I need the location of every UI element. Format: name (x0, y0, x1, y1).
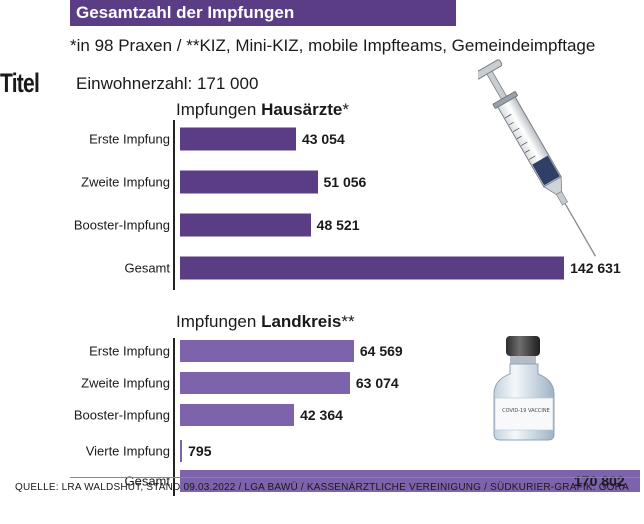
bar (180, 372, 350, 394)
category-label: Erste Impfung (89, 343, 170, 359)
syringe-icon (478, 59, 597, 257)
value-label: 142 631 (570, 260, 621, 276)
bar (180, 440, 183, 462)
bar (180, 256, 565, 280)
section-heading-bold: Hausärzte (261, 100, 343, 119)
value-label: 43 054 (301, 131, 345, 147)
section-heading-bold: Landkreis (261, 312, 342, 331)
value-label: 48 521 (316, 217, 360, 233)
value-label: 795 (188, 443, 212, 459)
side-tag: Titel (0, 68, 40, 98)
category-label: Vierte Impfung (85, 443, 170, 459)
bar (180, 340, 354, 362)
section-heading-suffix: * (342, 100, 349, 119)
section-heading-landkreis: Impfungen Landkreis** (176, 312, 355, 332)
category-label: Zweite Impfung (81, 174, 170, 190)
source-divider (70, 477, 640, 478)
value-label: 42 364 (300, 407, 343, 423)
category-label: Booster-Impfung (73, 217, 170, 233)
value-label: 64 569 (359, 343, 403, 359)
source-note: QUELLE: LRA WALDSHUT, STAND 09.03.2022 /… (15, 482, 629, 493)
category-label: Erste Impfung (89, 131, 170, 147)
value-label: 63 074 (355, 375, 399, 391)
section-heading-plain: Impfungen (176, 100, 262, 119)
category-label: Zweite Impfung (81, 375, 170, 391)
value-label: 51 056 (323, 174, 367, 190)
title-bar (70, 0, 456, 26)
section-heading-suffix: ** (341, 312, 355, 331)
category-label: Booster-Impfung (73, 407, 170, 423)
chart-subtitle: *in 98 Praxen / **KIZ, Mini-KIZ, mobile … (70, 36, 596, 55)
bar (180, 404, 295, 426)
chart-title: Gesamtzahl der Impfungen (76, 3, 295, 22)
section-heading-hausaerzte: Impfungen Hausärzte* (176, 100, 349, 120)
bar (180, 470, 640, 492)
section-heading-plain: Impfungen (176, 312, 262, 331)
vaccine-vial-icon: COVID-19 VACCINE (493, 336, 555, 441)
chart-axis-hausaerzte (173, 120, 175, 290)
bar (180, 213, 311, 237)
bar (180, 127, 296, 151)
category-label: Gesamt (124, 260, 170, 276)
chart-axis-landkreis (173, 338, 175, 496)
population-label: Einwohnerzahl: 171 000 (76, 74, 259, 93)
vial-label: COVID-19 VACCINE (502, 408, 550, 414)
bar (180, 170, 318, 194)
